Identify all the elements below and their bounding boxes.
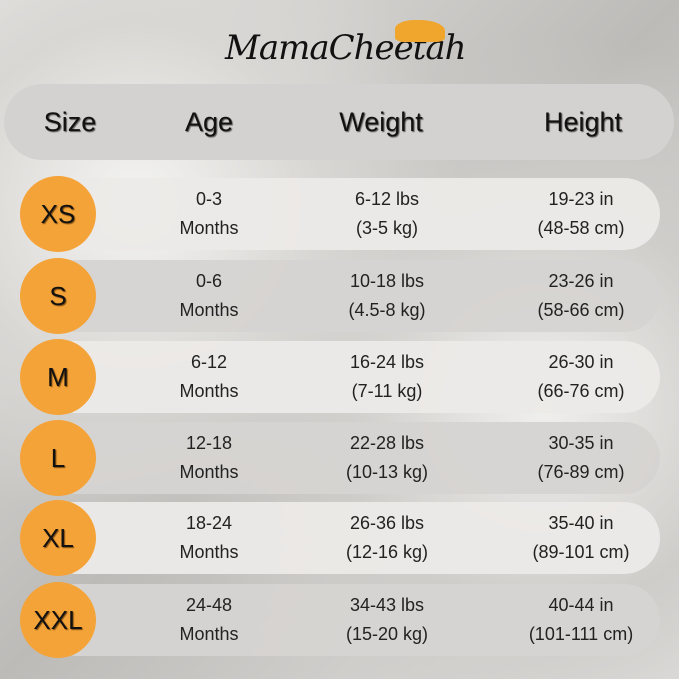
size-label: L xyxy=(50,442,66,473)
table-row xyxy=(40,422,660,494)
weight-cell: 34-43 lbs (15-20 kg) xyxy=(297,591,477,649)
size-badge: L xyxy=(20,420,96,496)
weight-kg: (4.5-8 kg) xyxy=(348,300,426,320)
height-cell: 19-23 in (48-58 cm) xyxy=(491,185,671,243)
size-label: XS xyxy=(40,198,76,229)
size-label: XXL xyxy=(33,604,83,635)
age-range: 0-6 xyxy=(195,271,222,291)
age-cell: 12-18 Months xyxy=(119,429,299,487)
header-size: Size xyxy=(43,107,97,137)
height-in: 35-40 in xyxy=(548,513,614,533)
size-badge: S xyxy=(20,258,96,334)
height-cell: 30-35 in (76-89 cm) xyxy=(491,429,671,487)
size-badge: XL xyxy=(20,500,96,576)
age-range: 0-3 xyxy=(195,189,222,209)
weight-cell: 22-28 lbs (10-13 kg) xyxy=(297,429,477,487)
age-unit: Months xyxy=(179,462,239,482)
table-row xyxy=(40,260,660,332)
brand-logo: MamaCheetah xyxy=(225,18,467,68)
weight-lbs: 6-12 lbs xyxy=(354,189,420,209)
weight-kg: (12-16 kg) xyxy=(345,542,429,562)
header-weight: Weight xyxy=(339,107,423,137)
height-in: 23-26 in xyxy=(548,271,614,291)
weight-lbs: 26-36 lbs xyxy=(349,513,425,533)
height-cm: (101-111 cm) xyxy=(528,624,634,644)
weight-cell: 16-24 lbs (7-11 kg) xyxy=(297,348,477,406)
weight-lbs: 34-43 lbs xyxy=(349,595,425,615)
weight-lbs: 22-28 lbs xyxy=(349,433,425,453)
size-badge: XS xyxy=(20,176,96,252)
age-cell: 0-6 Months xyxy=(119,267,299,325)
height-in: 40-44 in xyxy=(548,595,614,615)
height-in: 30-35 in xyxy=(548,433,614,453)
weight-kg: (7-11 kg) xyxy=(351,381,423,401)
age-cell: 0-3 Months xyxy=(119,185,299,243)
height-in: 26-30 in xyxy=(548,352,614,372)
age-unit: Months xyxy=(179,218,239,238)
size-label: S xyxy=(49,280,67,311)
table-row xyxy=(40,502,660,574)
size-badge: M xyxy=(20,339,96,415)
table-row xyxy=(40,584,660,656)
age-range: 18-24 xyxy=(185,513,233,533)
height-cm: (58-66 cm) xyxy=(537,300,625,320)
age-unit: Months xyxy=(179,381,239,401)
cheetah-icon xyxy=(395,20,445,42)
height-in: 19-23 in xyxy=(548,189,614,209)
table-header: Size Age Weight Height xyxy=(4,84,674,160)
weight-cell: 26-36 lbs (12-16 kg) xyxy=(297,509,477,567)
height-cell: 23-26 in (58-66 cm) xyxy=(491,267,671,325)
height-cm: (89-101 cm) xyxy=(532,542,630,562)
table-row xyxy=(40,341,660,413)
weight-lbs: 16-24 lbs xyxy=(349,352,425,372)
height-cell: 40-44 in (101-111 cm) xyxy=(491,591,671,649)
age-unit: Months xyxy=(179,542,239,562)
weight-kg: (10-13 kg) xyxy=(345,462,429,482)
weight-cell: 6-12 lbs (3-5 kg) xyxy=(297,185,477,243)
size-label: M xyxy=(47,361,69,392)
height-cm: (76-89 cm) xyxy=(537,462,625,482)
table-row xyxy=(40,178,660,250)
age-range: 12-18 xyxy=(185,433,233,453)
weight-kg: (15-20 kg) xyxy=(345,624,429,644)
header-age: Age xyxy=(184,107,234,137)
age-unit: Months xyxy=(179,300,239,320)
age-range: 24-48 xyxy=(185,595,233,615)
age-cell: 18-24 Months xyxy=(119,509,299,567)
weight-cell: 10-18 lbs (4.5-8 kg) xyxy=(297,267,477,325)
weight-lbs: 10-18 lbs xyxy=(349,271,425,291)
age-range: 6-12 xyxy=(190,352,228,372)
size-badge: XXL xyxy=(20,582,96,658)
header-height: Height xyxy=(543,107,623,137)
height-cell: 26-30 in (66-76 cm) xyxy=(491,348,671,406)
weight-kg: (3-5 kg) xyxy=(355,218,418,238)
height-cell: 35-40 in (89-101 cm) xyxy=(491,509,671,567)
height-cm: (66-76 cm) xyxy=(537,381,625,401)
size-label: XL xyxy=(42,522,74,553)
age-cell: 6-12 Months xyxy=(119,348,299,406)
age-unit: Months xyxy=(179,624,239,644)
height-cm: (48-58 cm) xyxy=(537,218,625,238)
age-cell: 24-48 Months xyxy=(119,591,299,649)
